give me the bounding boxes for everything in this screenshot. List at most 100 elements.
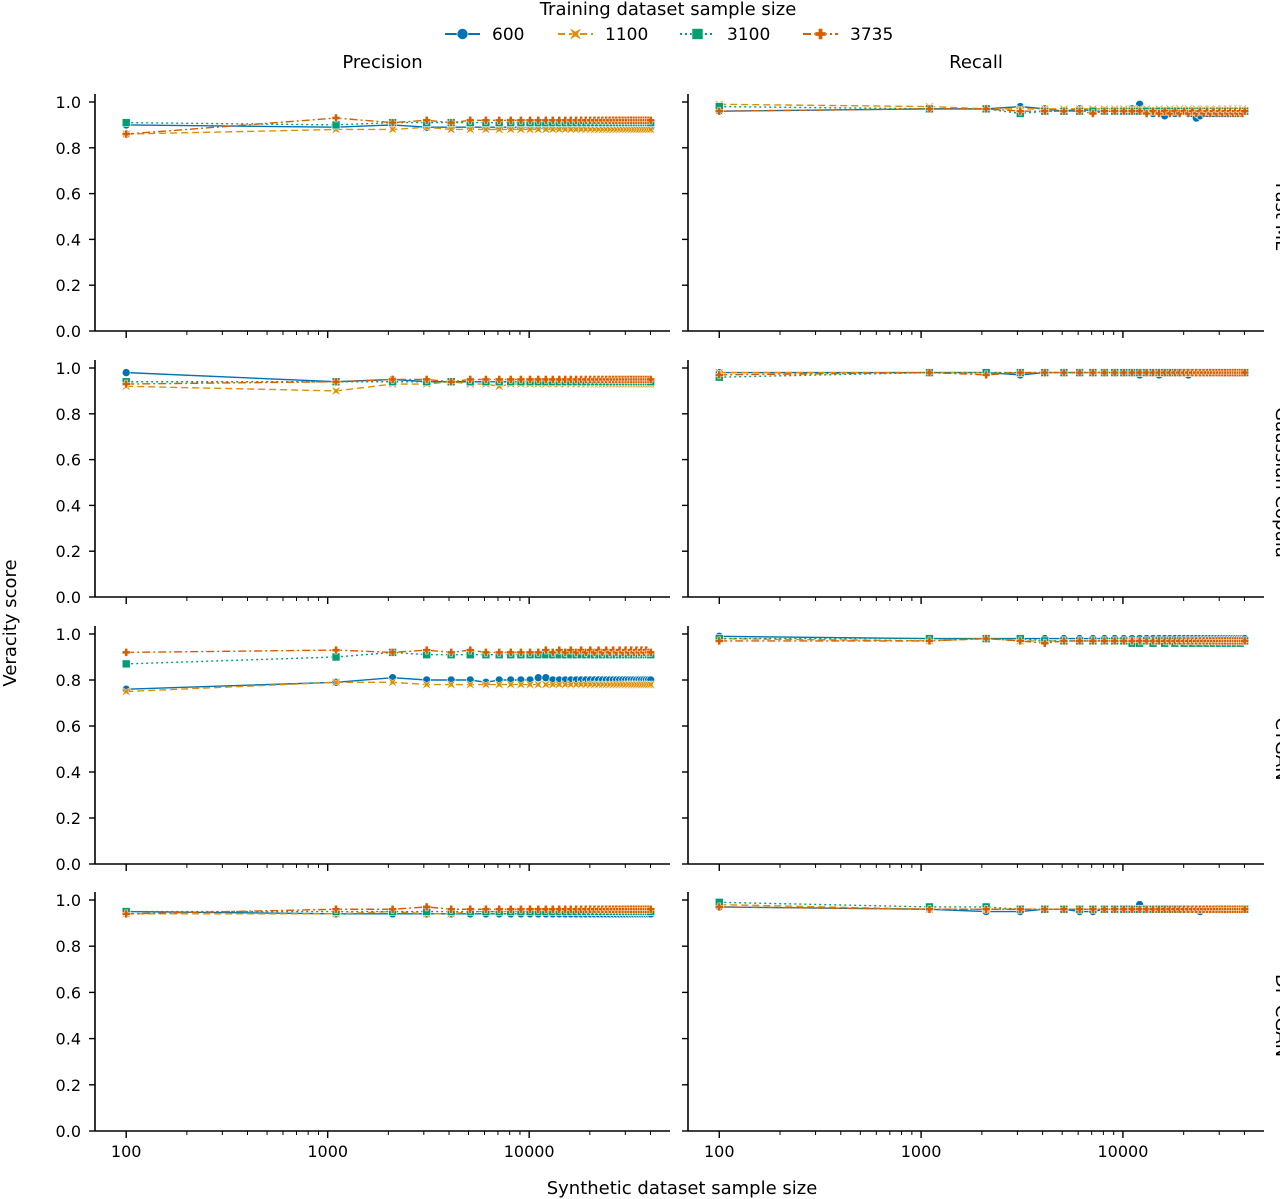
legend-marker [456, 28, 469, 40]
data-point [1240, 106, 1249, 116]
data-point [1119, 636, 1129, 646]
y-tick-label: 0.0 [56, 855, 81, 874]
row-title: CTGAN [1271, 717, 1280, 780]
series-3735 [121, 375, 655, 389]
data-point [481, 116, 491, 125]
y-tick-label: 0.8 [56, 139, 81, 158]
data-point [925, 368, 934, 377]
data-point [1100, 368, 1109, 377]
data-point [466, 116, 475, 125]
data-point [525, 648, 535, 657]
data-point [1110, 368, 1119, 377]
data-point [1100, 106, 1109, 116]
data-point [541, 645, 551, 655]
y-tick-label: 0.2 [56, 1076, 81, 1095]
data-point [1016, 106, 1025, 116]
data-point [534, 375, 543, 384]
data-point [1127, 904, 1137, 914]
data-point [1040, 638, 1050, 648]
data-point [1088, 904, 1098, 914]
data-point [1148, 368, 1158, 377]
data-point [1059, 636, 1069, 646]
data-point [1059, 904, 1069, 914]
data-point [465, 680, 475, 689]
data-point [534, 648, 543, 657]
data-point [121, 368, 131, 377]
data-point [1142, 368, 1151, 377]
data-point [1088, 109, 1098, 118]
panel-0-1 [682, 94, 1264, 338]
data-point [466, 904, 475, 914]
data-point [388, 904, 397, 914]
data-point [1016, 904, 1025, 914]
panel-1-1 [682, 360, 1264, 604]
data-point [494, 680, 504, 689]
data-point [1148, 904, 1158, 914]
y-tick-label: 0.6 [56, 451, 81, 470]
data-point [422, 680, 432, 689]
data-point [506, 904, 515, 914]
data-point [422, 116, 431, 125]
data-point [1127, 106, 1137, 116]
data-point [388, 118, 397, 127]
data-point [121, 129, 131, 139]
data-point [981, 370, 991, 380]
data-point [494, 648, 504, 657]
data-point [715, 370, 724, 380]
legend-entry-600: 600 [445, 25, 524, 45]
x-tick-label: 10000 [504, 1142, 555, 1161]
legend-marker [569, 28, 582, 40]
data-point [1075, 368, 1084, 377]
data-point [506, 648, 515, 657]
data-point [1075, 636, 1084, 646]
y-tick-label: 0.6 [56, 717, 81, 736]
data-point [548, 680, 558, 689]
data-point [446, 648, 456, 657]
y-tick-label: 0.2 [56, 542, 81, 561]
data-point [388, 375, 397, 384]
data-point [331, 386, 341, 396]
data-point [388, 648, 397, 657]
data-point [1075, 904, 1084, 914]
data-point [541, 904, 551, 914]
data-point [446, 680, 456, 689]
column-title: Precision [342, 52, 422, 73]
legend: Training dataset sample size 600 1100 3100… [445, 0, 893, 45]
data-point [715, 902, 724, 912]
panel-1-0: 0.0 0.2 0.4 0.6 0.8 1.0 [56, 359, 670, 607]
data-point [1148, 636, 1158, 646]
data-point [925, 636, 934, 646]
data-point [466, 375, 475, 384]
data-point [1040, 106, 1050, 116]
data-point [1135, 106, 1144, 116]
data-point [1110, 106, 1119, 116]
y-tick-label: 0.4 [56, 1030, 81, 1049]
data-point [121, 687, 131, 696]
data-point [121, 909, 131, 919]
data-point [646, 904, 655, 914]
data-point [331, 904, 341, 914]
y-axis-title: Veracity score [0, 559, 21, 686]
data-point [481, 375, 491, 384]
x-tick-label: 1000 [307, 1142, 348, 1161]
row-title: Gaussian Copula [1271, 407, 1280, 558]
data-point [541, 116, 551, 125]
series-3735 [715, 634, 1249, 648]
data-point [422, 902, 431, 912]
data-point [1110, 636, 1119, 646]
data-point [1135, 636, 1144, 646]
data-point [554, 375, 564, 384]
series-3735 [715, 104, 1249, 118]
data-point [1016, 636, 1025, 646]
y-tick-label: 0.4 [56, 496, 81, 515]
data-point [1110, 904, 1119, 914]
data-point [1127, 636, 1137, 646]
data-point [1059, 106, 1069, 116]
legend-label: 3100 [727, 25, 770, 45]
y-tick-label: 1.0 [56, 891, 81, 910]
data-point [925, 104, 934, 114]
legend-entry-1100: 1100 [558, 25, 648, 45]
data-point [331, 113, 341, 123]
data-point [1142, 636, 1151, 646]
